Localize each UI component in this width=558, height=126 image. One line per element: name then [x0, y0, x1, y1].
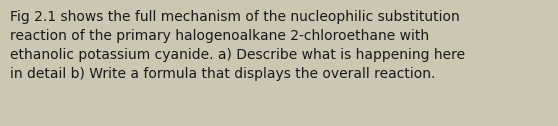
Text: Fig 2.1 shows the full mechanism of the nucleophilic substitution
reaction of th: Fig 2.1 shows the full mechanism of the …	[10, 10, 465, 81]
